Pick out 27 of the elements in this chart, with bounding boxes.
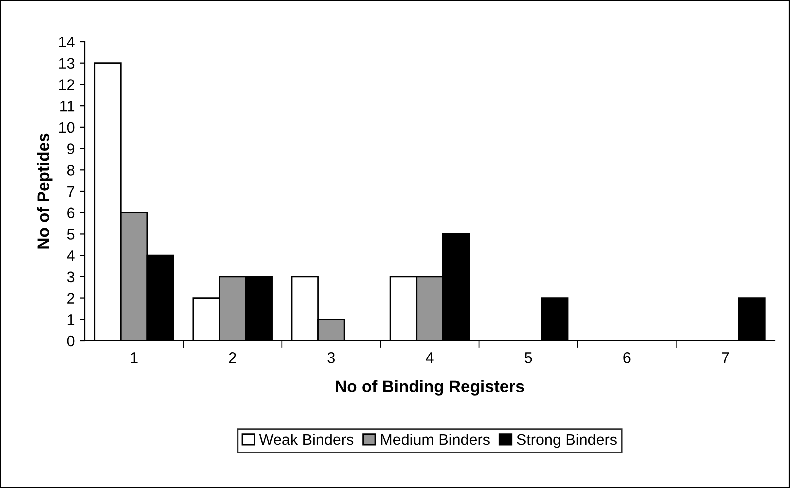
y-tick-label: 7	[68, 186, 75, 198]
y-tick-label: 6	[68, 208, 75, 219]
x-tick-label: 1	[131, 352, 138, 364]
y-tick-label: 4	[67, 250, 75, 262]
y-tick-label: 12	[59, 80, 75, 90]
y-tick-label: 2	[68, 293, 75, 304]
x-tick-label: 3	[328, 352, 336, 364]
x-tick-label: 6	[624, 352, 631, 364]
legend-label: Weak Binders	[259, 434, 354, 446]
legend-label: Medium Binders	[381, 434, 490, 446]
y-tick-label: 10	[59, 122, 75, 134]
y-axis-title: No of Peptides	[37, 134, 53, 249]
x-tick-label: 4	[426, 352, 434, 364]
y-tick-label: 11	[60, 101, 75, 112]
x-tick-label: 5	[524, 352, 532, 364]
y-tick-label: 3	[67, 272, 75, 283]
y-tick-label: 1	[68, 314, 75, 326]
y-tick-label: 9	[68, 144, 75, 154]
y-tick-label: 8	[67, 165, 75, 176]
x-axis-title: No of Binding Registers	[336, 380, 524, 396]
y-tick-label: 0	[67, 336, 75, 347]
y-tick-label: 13	[59, 58, 75, 70]
y-tick-label: 14	[59, 37, 75, 48]
y-tick-label: 5	[67, 229, 75, 240]
x-tick-label: 2	[229, 352, 236, 364]
legend-label: Strong Binders	[517, 434, 617, 448]
x-tick-label: 7	[722, 352, 730, 364]
